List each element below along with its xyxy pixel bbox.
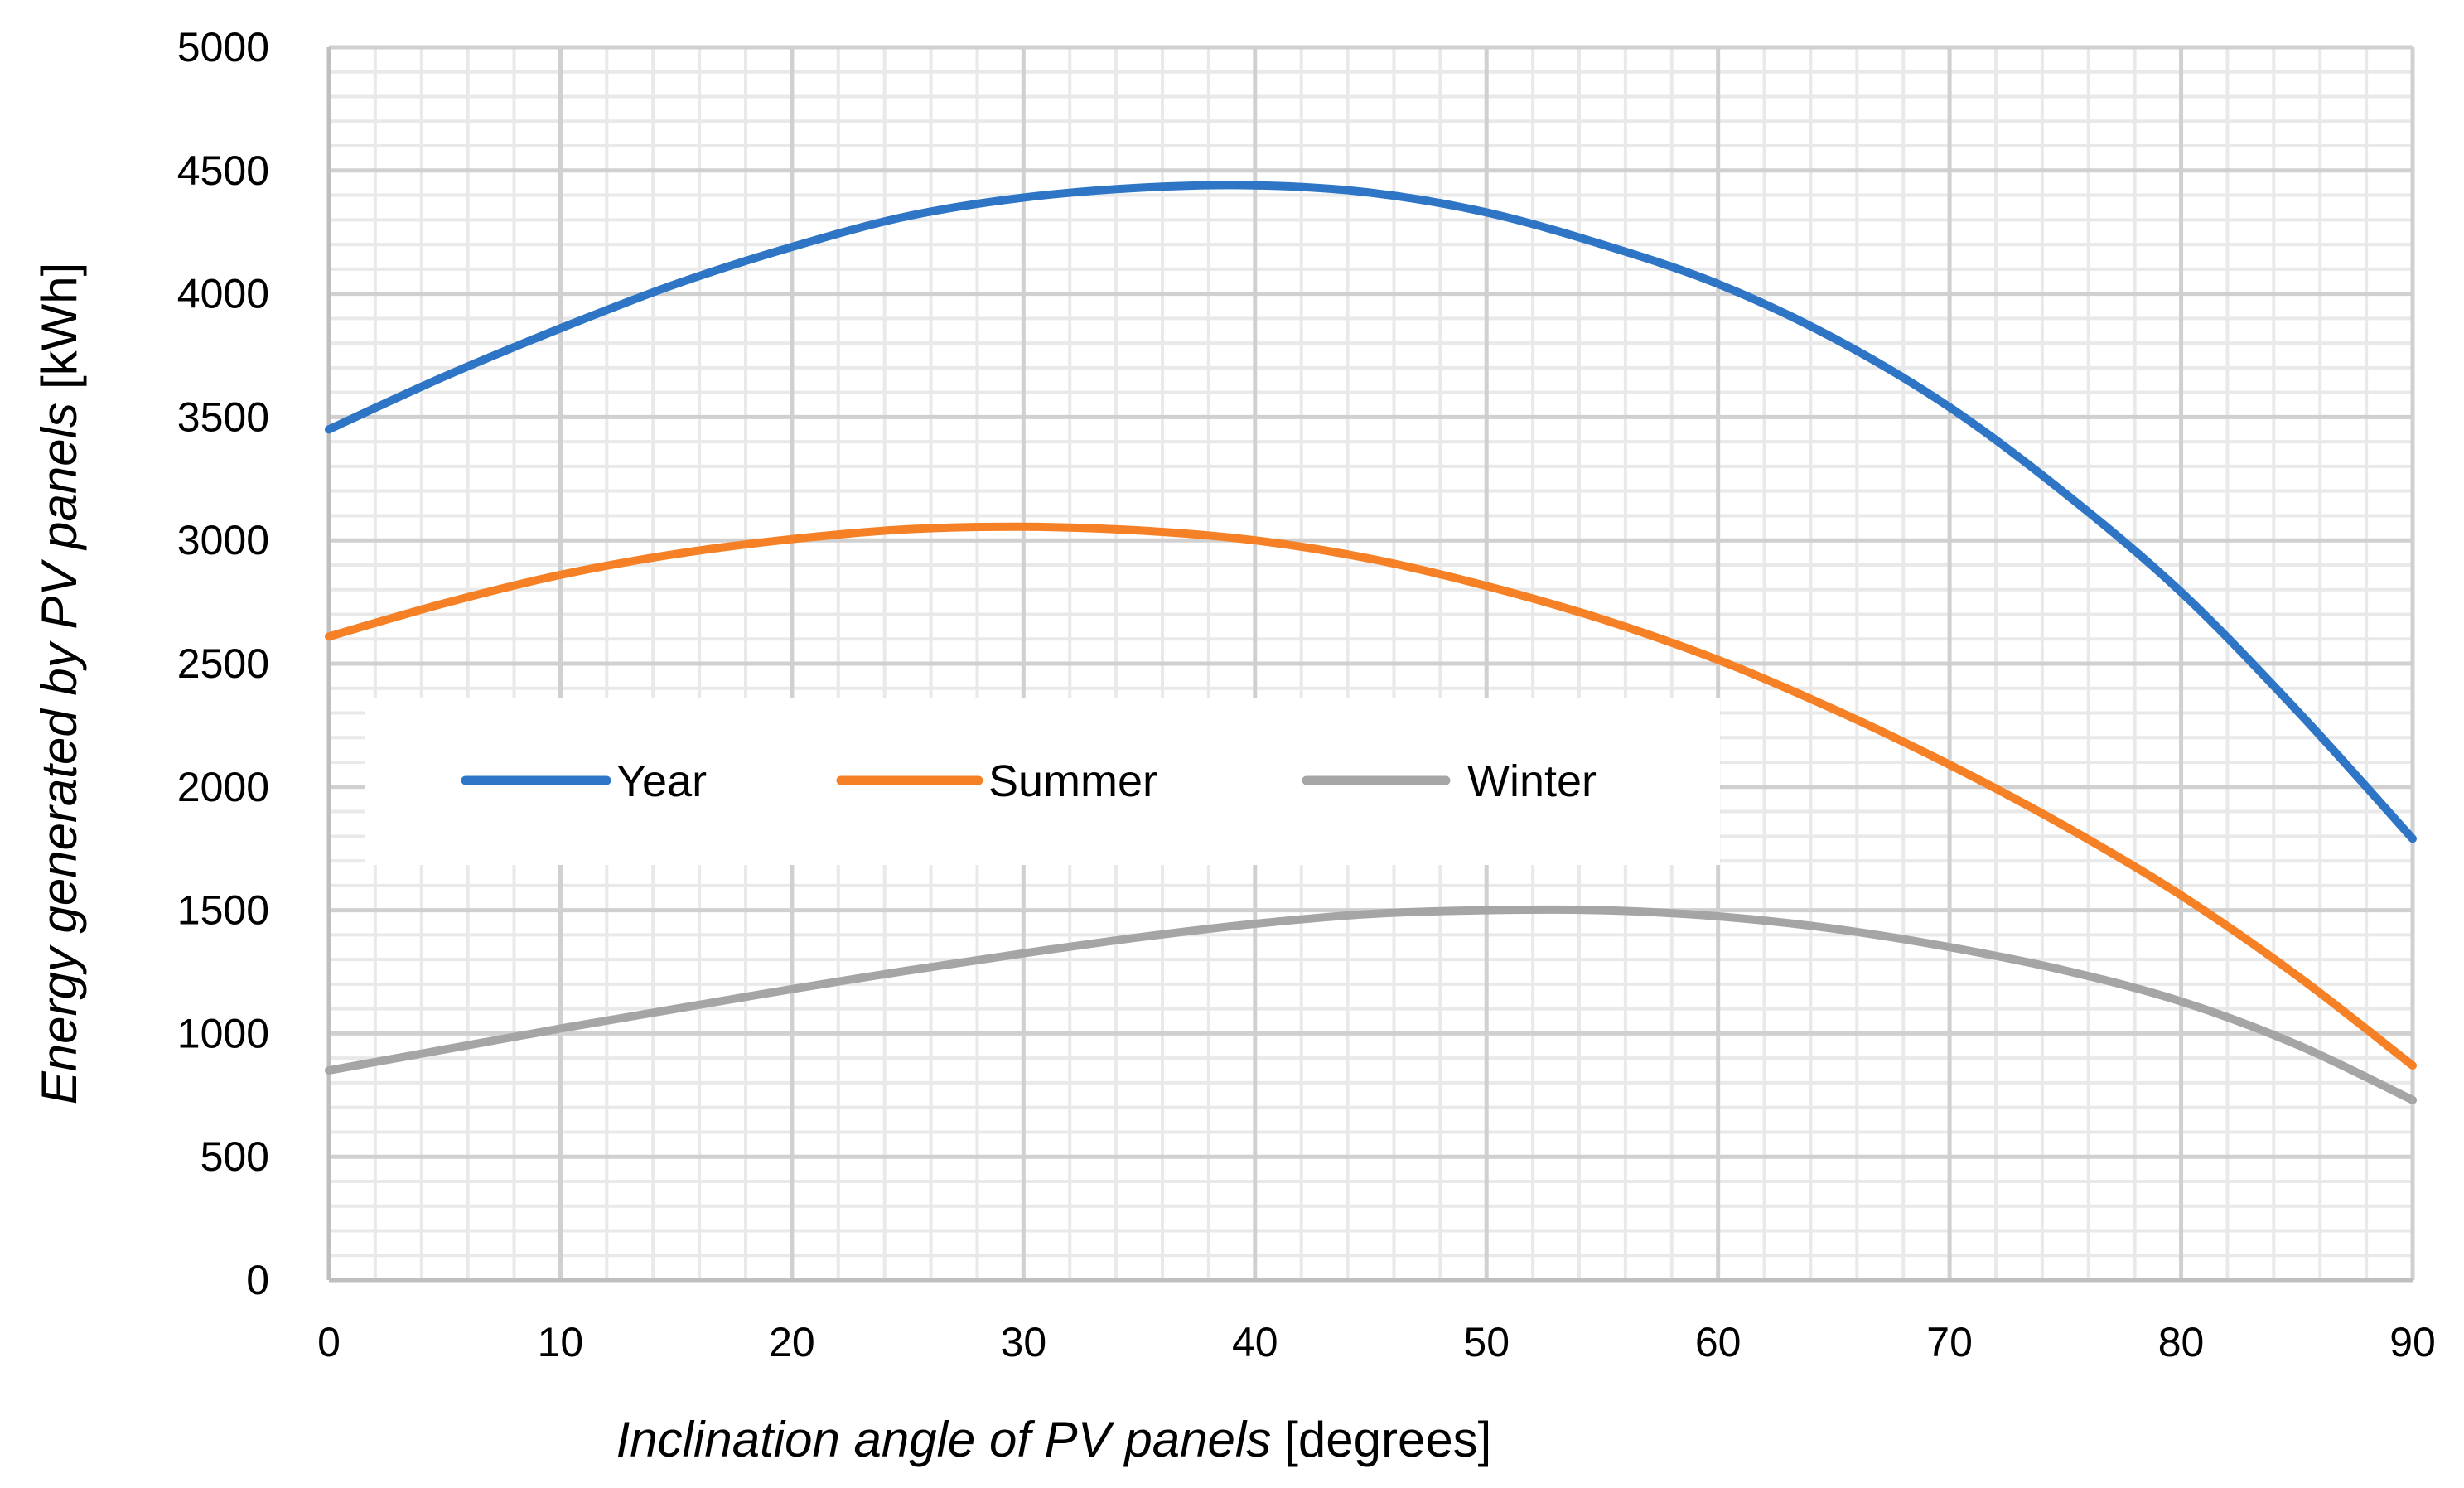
x-tick-label: 80 bbox=[2158, 1319, 2205, 1365]
x-tick-label: 40 bbox=[1232, 1319, 1278, 1365]
x-axis-title-unit: [degrees] bbox=[1284, 1412, 1491, 1467]
y-tick-label: 1500 bbox=[177, 887, 269, 934]
series-line-winter bbox=[325, 905, 2417, 1104]
y-tick-label: 4000 bbox=[177, 271, 269, 317]
series-layer bbox=[325, 181, 2417, 1104]
series-line-summer bbox=[325, 522, 2417, 1070]
y-tick-label: 3500 bbox=[177, 394, 269, 440]
legend-label-winter: Winter bbox=[1467, 756, 1597, 806]
y-tick-label: 0 bbox=[246, 1257, 269, 1303]
y-axis-title-unit: [kWh] bbox=[31, 263, 87, 389]
x-tick-label: 50 bbox=[1463, 1319, 1510, 1365]
y-tick-label: 500 bbox=[201, 1133, 269, 1180]
y-tick-label: 4500 bbox=[177, 147, 269, 194]
legend-label-summer: Summer bbox=[988, 756, 1157, 806]
x-axis-title: Inclination angle of PV panels [degrees] bbox=[616, 1412, 1492, 1467]
x-tick-label: 20 bbox=[769, 1319, 815, 1365]
x-tick-label: 70 bbox=[1926, 1319, 1973, 1365]
x-tick-labels: 0 10 20 30 40 50 60 70 80 90 bbox=[317, 1319, 2436, 1365]
legend-label-year: Year bbox=[616, 756, 707, 806]
legend: Year Summer Winter bbox=[365, 698, 1720, 865]
x-tick-label: 0 bbox=[317, 1319, 341, 1365]
x-tick-label: 90 bbox=[2389, 1319, 2436, 1365]
y-axis-title-main: Energy generated by PV panels bbox=[31, 403, 87, 1104]
y-tick-label: 3000 bbox=[177, 517, 269, 563]
y-tick-label: 1000 bbox=[177, 1010, 269, 1056]
x-tick-label: 30 bbox=[1001, 1319, 1047, 1365]
y-tick-label: 2000 bbox=[177, 764, 269, 810]
y-tick-label: 5000 bbox=[177, 24, 269, 70]
series-line-year bbox=[325, 181, 2417, 843]
x-axis-title-main: Inclination angle of PV panels bbox=[616, 1412, 1272, 1467]
y-axis-title: Energy generated by PV panels [kWh] bbox=[31, 263, 87, 1105]
x-tick-label: 10 bbox=[538, 1319, 584, 1365]
x-tick-label: 60 bbox=[1695, 1319, 1742, 1365]
y-tick-label: 2500 bbox=[177, 640, 269, 687]
y-tick-labels: 0 500 1000 1500 2000 2500 3000 3500 4000 4500 5000 bbox=[177, 24, 269, 1303]
